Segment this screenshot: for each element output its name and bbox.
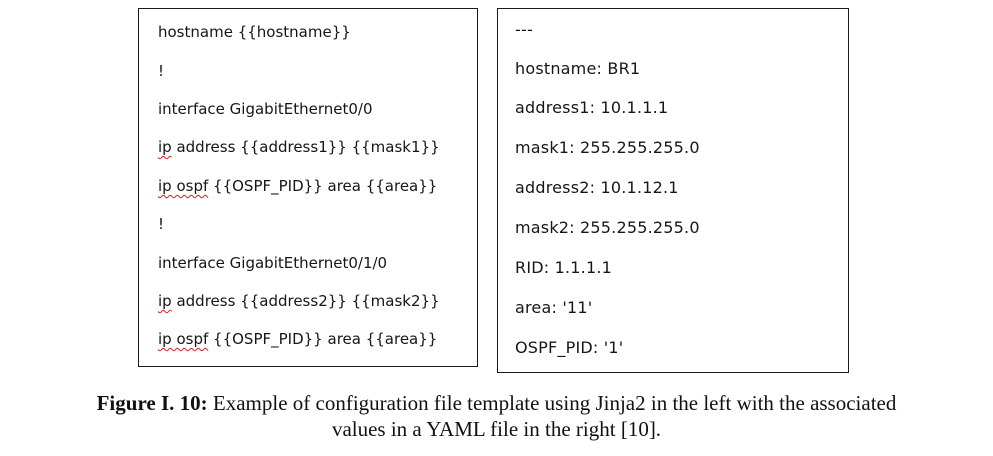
yaml-line: mask2: 255.255.255.0 — [515, 218, 700, 237]
spellcheck-word: ip ospf — [158, 177, 209, 195]
template-line: ip ospf {{OSPF_PID}} area {{area}} — [158, 330, 438, 348]
spellcheck-word: ip — [158, 292, 172, 310]
figure-label: Figure I. 10: — [96, 391, 208, 415]
template-line: ! — [158, 215, 165, 233]
caption-text: Example of configuration file template u… — [207, 391, 897, 415]
yaml-line: RID: 1.1.1.1 — [515, 258, 613, 277]
template-line: ip ospf {{OSPF_PID}} area {{area}} — [158, 177, 438, 195]
spellcheck-word: ip — [158, 138, 172, 156]
yaml-line: address1: 10.1.1.1 — [515, 98, 669, 117]
template-line: ip address {{address2}} {{mask2}} — [158, 292, 440, 310]
caption-line-2: values in a YAML file in the right [10]. — [331, 417, 662, 441]
template-line: ip address {{address1}} {{mask1}} — [158, 138, 440, 156]
yaml-line: hostname: BR1 — [515, 59, 641, 78]
jinja2-template-box: hostname {{hostname}} ! interface Gigabi… — [138, 8, 478, 367]
yaml-line: --- — [515, 20, 533, 39]
template-line: interface GigabitEthernet0/0 — [158, 100, 373, 118]
template-line: hostname {{hostname}} — [158, 23, 351, 41]
yaml-line: mask1: 255.255.255.0 — [515, 138, 700, 157]
template-line: ! — [158, 62, 165, 80]
template-line: interface GigabitEthernet0/1/0 — [158, 254, 388, 272]
yaml-values-box: --- hostname: BR1 address1: 10.1.1.1 mas… — [497, 8, 849, 373]
yaml-line: area: '11' — [515, 298, 593, 317]
yaml-line: address2: 10.1.12.1 — [515, 178, 679, 197]
figure-caption: Figure I. 10: Example of configuration f… — [0, 390, 993, 442]
spellcheck-word: ip ospf — [158, 330, 209, 348]
caption-line-1: Figure I. 10: Example of configuration f… — [0, 390, 993, 416]
yaml-line: OSPF_PID: '1' — [515, 338, 624, 357]
